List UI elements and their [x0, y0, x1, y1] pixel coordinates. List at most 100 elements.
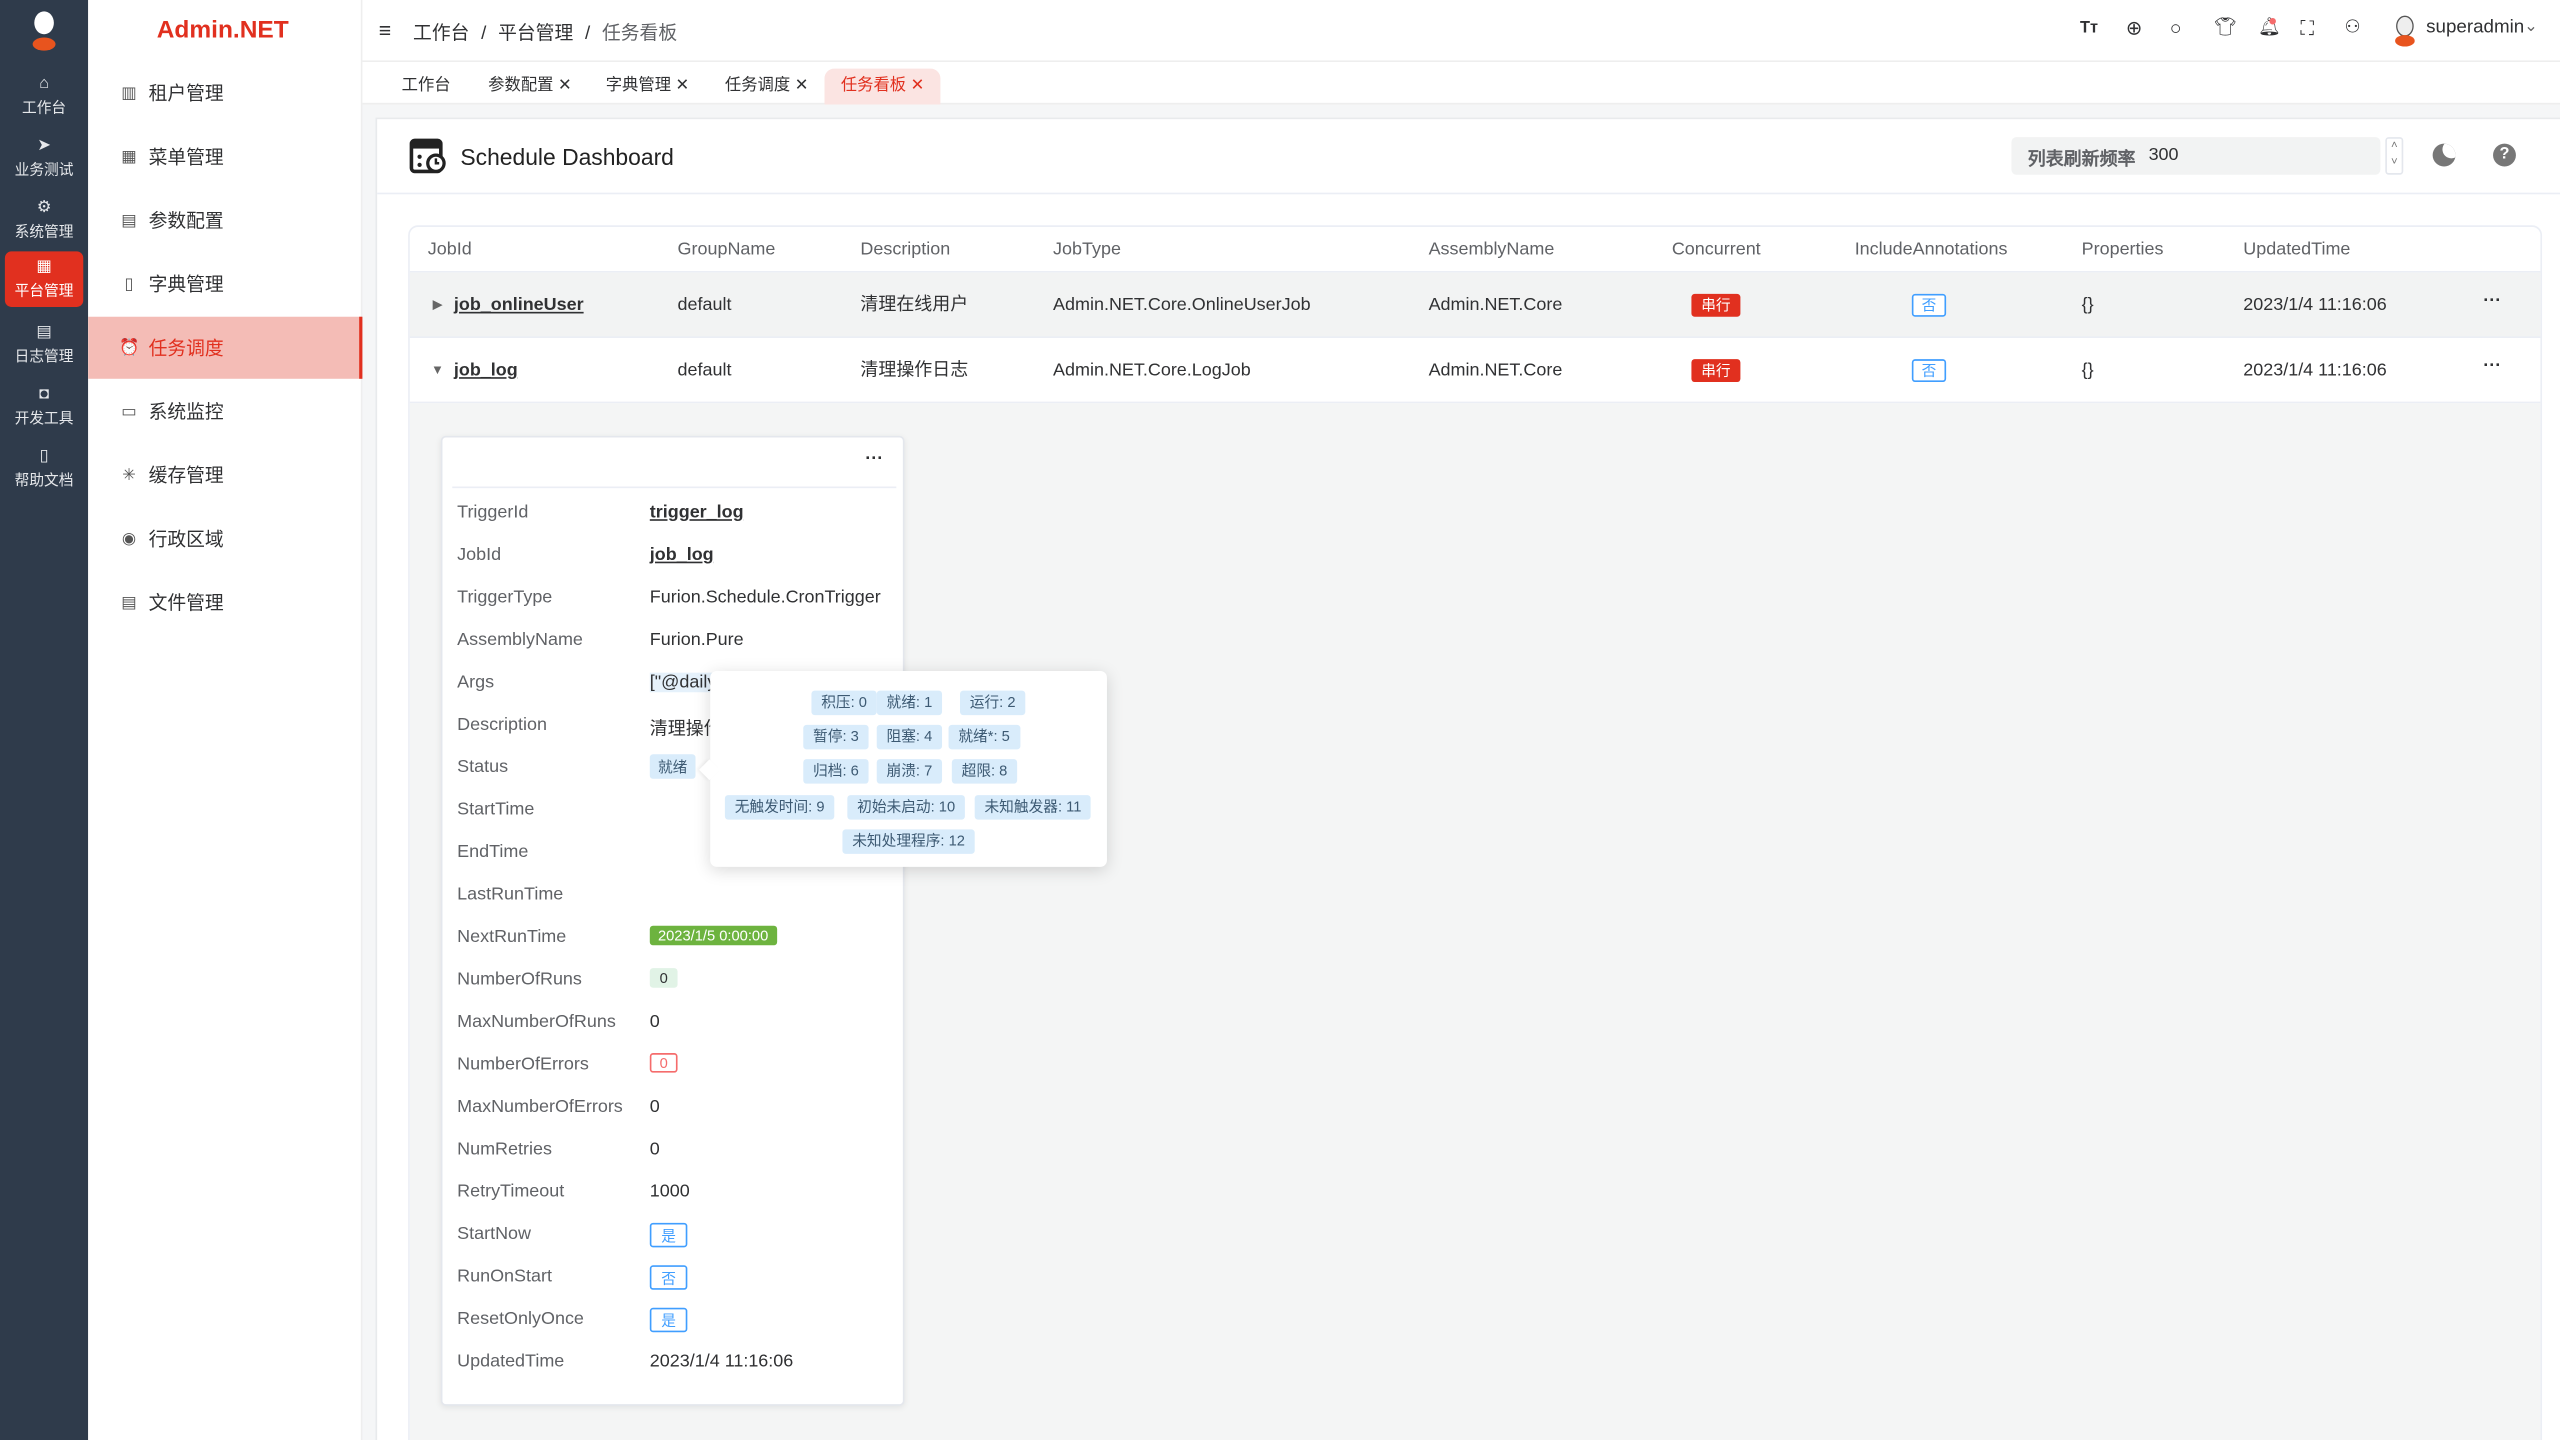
table-header: JobId GroupName Description JobType Asse…: [409, 227, 2541, 273]
search-icon[interactable]: ○: [2169, 16, 2182, 40]
rail-item-help[interactable]: ▯ 帮助文档: [5, 441, 83, 497]
field-value: 1000: [649, 1182, 690, 1202]
more-icon[interactable]: ···: [2483, 290, 2502, 311]
table-row[interactable]: ▼ job_log default 清理操作日志 Admin.NET.Core.…: [409, 338, 2541, 404]
avatar-logo: [28, 10, 61, 52]
field-label: StartTime: [457, 799, 535, 820]
field-label: Description: [457, 715, 547, 735]
bell-icon[interactable]: 🔔︎: [2257, 17, 2281, 38]
sidebar-item-tenant[interactable]: ▥ 租户管理: [88, 62, 362, 124]
close-icon[interactable]: ✕: [558, 76, 572, 95]
font-size-icon[interactable]: Tт: [2079, 19, 2098, 38]
status-option[interactable]: 积压: 0: [811, 690, 877, 716]
status-option[interactable]: 归档: 6: [803, 759, 869, 784]
table-row[interactable]: ▶ job_onlineUser default 清理在线用户 Admin.NE…: [409, 272, 2541, 338]
sidebar-item-region[interactable]: ◉ 行政区域: [88, 508, 362, 570]
field-value[interactable]: job_log: [649, 545, 714, 565]
status-option[interactable]: 阻塞: 4: [876, 724, 943, 750]
icon-rail: ⌂ 工作台 ➤ 业务测试 ⚙ 系统管理 ▦ 平台管理 ▤ 日志管理 ◘ 开发工具 ▯ 帮助文档: [0, 0, 89, 1440]
status-option[interactable]: 无触发时间: 9: [724, 795, 835, 820]
user-icon[interactable]: ⚇: [2344, 17, 2361, 38]
sidebar-item-menu[interactable]: ▦ 菜单管理: [88, 126, 362, 188]
dark-mode-moon-icon[interactable]: [2432, 143, 2456, 167]
field-label: TriggerType: [457, 587, 553, 608]
properties: {}: [2081, 295, 2094, 316]
rail-item-system[interactable]: ⚙ 系统管理: [5, 193, 83, 249]
status-option[interactable]: 未知触发器: 11: [974, 795, 1092, 820]
username[interactable]: superadmin: [2426, 17, 2525, 38]
sidebar-item-schedule[interactable]: ⏰ 任务调度: [88, 316, 363, 379]
description: 清理在线用户: [860, 295, 969, 316]
status-popover: 积压: 0 就绪: 1 运行: 2 暂停: 3 阻塞: 4 就绪*: 5 归档: 6 崩溃: …: [698, 671, 1107, 867]
sidebar-item-files[interactable]: ▤ 文件管理: [88, 571, 362, 633]
status-option[interactable]: 运行: 2: [959, 690, 1026, 716]
tab-dashboard[interactable]: 任务看板 ✕: [824, 68, 941, 105]
language-icon[interactable]: ⊕: [2125, 16, 2143, 40]
help-icon[interactable]: ?: [2493, 143, 2516, 167]
sidebar-item-cache[interactable]: ✳ 缓存管理: [88, 444, 362, 506]
chevron-up-icon[interactable]: ˄: [2390, 140, 2398, 152]
more-icon[interactable]: ···: [865, 448, 884, 469]
rail-label: 帮助文档: [14, 471, 74, 489]
alarm-clock-icon: ⏰: [119, 338, 140, 357]
rail-item-workbench[interactable]: ⌂ 工作台: [5, 69, 83, 125]
rail-item-business-test[interactable]: ➤ 业务测试: [5, 131, 83, 187]
close-icon[interactable]: ✕: [794, 76, 809, 95]
refresh-frequency-stepper[interactable]: ˄ ˅: [2385, 137, 2404, 175]
send-icon: ➤: [37, 137, 51, 156]
theme-shirt-icon[interactable]: 👕︎: [2213, 17, 2237, 38]
status-option[interactable]: 超限: 8: [951, 759, 1018, 784]
field-label: UpdatedTime: [457, 1351, 565, 1372]
tab-config[interactable]: 参数配置 ✕: [475, 69, 585, 105]
close-icon[interactable]: ✕: [675, 76, 690, 95]
refresh-frequency-value[interactable]: 300: [2148, 145, 2179, 165]
rail-item-platform[interactable]: ▦ 平台管理: [4, 251, 84, 307]
rail-item-dev-tools[interactable]: ◘ 开发工具: [5, 379, 83, 435]
document-icon: ▤: [36, 323, 52, 342]
breadcrumb-item[interactable]: 工作台: [413, 24, 470, 45]
breadcrumb-item[interactable]: 平台管理: [498, 24, 574, 45]
breadcrumb: 工作台 / 平台管理 / 任务看板: [413, 20, 677, 46]
sparkle-icon: ✳: [122, 466, 136, 485]
tab-dict[interactable]: 字典管理 ✕: [593, 69, 703, 105]
assembly-name: Admin.NET.Core: [1428, 360, 1563, 381]
sidebar-label: 缓存管理: [148, 466, 224, 487]
tab-workbench[interactable]: 工作台: [389, 69, 464, 105]
collapse-arrow-icon[interactable]: ▼: [431, 362, 444, 378]
sidebar-item-monitor[interactable]: ▭ 系统监控: [88, 380, 362, 442]
chevron-down-icon[interactable]: ⌄: [2524, 17, 2538, 36]
menu-collapse-icon[interactable]: ≡: [378, 17, 392, 43]
rail-item-logs[interactable]: ▤ 日志管理: [5, 317, 83, 373]
field-value: 2023/1/5 0:00:00: [649, 925, 777, 946]
rail-label: 平台管理: [14, 282, 74, 299]
divider: [377, 192, 2560, 195]
rail-label: 开发工具: [14, 409, 74, 427]
field-value: 0: [649, 1097, 660, 1117]
status-option[interactable]: 就绪: 1: [876, 690, 943, 716]
sidebar-item-dict[interactable]: ▯ 字典管理: [88, 253, 362, 315]
job-id-link[interactable]: job_log: [453, 360, 518, 381]
expand-arrow-icon[interactable]: ▶: [432, 297, 443, 312]
more-icon[interactable]: ···: [2483, 355, 2502, 376]
status-option[interactable]: 暂停: 3: [803, 724, 869, 750]
group-name: default: [677, 360, 732, 381]
sidebar-label: 文件管理: [148, 594, 224, 614]
status-option[interactable]: 初始未启动: 10: [847, 795, 965, 820]
tab-schedule[interactable]: 任务调度 ✕: [712, 69, 822, 105]
user-avatar[interactable]: [2392, 15, 2418, 48]
column-header: IncludeAnnotations: [1854, 239, 2008, 260]
field-value: Furion.Schedule.CronTrigger: [649, 587, 881, 608]
status-option[interactable]: 未知处理程序: 12: [842, 829, 975, 854]
status-option[interactable]: 崩溃: 7: [876, 759, 943, 784]
chevron-down-icon[interactable]: ˅: [2390, 156, 2398, 169]
close-icon[interactable]: ✕: [910, 76, 925, 95]
tab-bar: 工作台 参数配置 ✕ 字典管理 ✕ 任务调度 ✕ 任务看板 ✕: [362, 62, 2560, 105]
job-id-link[interactable]: job_onlineUser: [453, 295, 584, 316]
status-option[interactable]: 就绪*: 5: [948, 724, 1020, 750]
field-value[interactable]: 就绪: [649, 754, 696, 779]
field-value[interactable]: trigger_log: [649, 502, 744, 523]
sidebar-item-config[interactable]: ▤ 参数配置: [88, 189, 362, 251]
fullscreen-icon[interactable]: ⛶: [2300, 16, 2315, 40]
refresh-frequency-input[interactable]: 列表刷新频率 300: [2011, 137, 2381, 175]
include-annotations-badge: 否: [1911, 293, 1947, 317]
